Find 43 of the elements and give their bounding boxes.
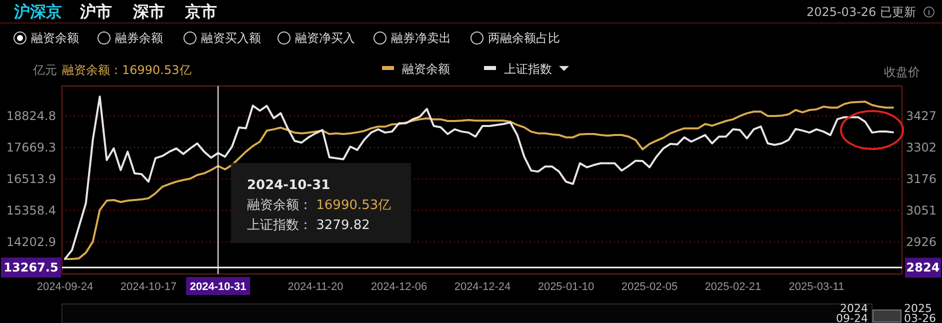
text: 融券余额	[115, 31, 163, 45]
y-axis-title: 亿元	[32, 63, 57, 77]
y-tick-label: 15358.4	[6, 203, 56, 218]
text: 2025 03-26	[904, 302, 936, 323]
text: 融资买入额	[201, 31, 261, 45]
text: 沪深京	[13, 2, 62, 21]
y2-tick-label: 2926	[906, 235, 937, 250]
x-tick-label: 2025-01-10	[538, 281, 594, 293]
x-tick-label: 2024-12-06	[370, 281, 428, 293]
x-tick-label: 2025-02-05	[621, 281, 678, 293]
x-tick-label: 2024-10-31	[190, 281, 246, 293]
x-tick-label: 2024-09-24	[36, 281, 94, 293]
text: 融资净买入	[295, 31, 355, 45]
annotation: 2024-10-31	[247, 178, 330, 193]
x-tick-label: 2024-11-20	[288, 281, 344, 293]
text: 两融余额占比	[488, 31, 560, 45]
y-tick-label: 16513.9	[6, 172, 56, 186]
text: 融资余额	[31, 31, 79, 45]
ref-line-label: 13267.5	[4, 260, 58, 274]
text: 沪市	[79, 2, 112, 21]
y2-tick-label: 3427	[906, 108, 937, 123]
x-tick-label: 2025-03-11	[788, 281, 844, 293]
text: 2024 09-24	[836, 302, 868, 323]
y2-tick-label: 2824	[906, 260, 940, 275]
legend-label: 上证指数	[504, 62, 552, 76]
x-tick-label: 2024-10-17	[120, 281, 177, 293]
y-tick-label: 14202.9	[6, 234, 56, 249]
y2-tick-label: 3302	[906, 140, 937, 154]
y2-tick-label: 3051	[906, 204, 937, 218]
x-tick-label: 2024-12-24	[454, 281, 511, 293]
chart-subtitle: 融资余额：16990.53亿	[62, 63, 192, 77]
annotation: 上证指数： 3279.82	[247, 218, 370, 233]
text: 京市	[184, 2, 217, 21]
legend-label: 融资余额	[402, 62, 450, 76]
y2-axis-title: 收盘价	[884, 65, 920, 79]
y2-tick-label: 3176	[906, 172, 937, 186]
text: 深市	[132, 2, 165, 21]
y-tick-label: 18824.8	[6, 108, 56, 123]
y-tick-label: 17669.3	[6, 140, 56, 154]
text: 2025-03-26 已更新	[806, 5, 916, 19]
annotation: 融资余额： 16990.53亿	[247, 198, 392, 213]
text: 融券净卖出	[391, 31, 451, 45]
x-tick-label: 2025-02-21	[704, 281, 762, 293]
